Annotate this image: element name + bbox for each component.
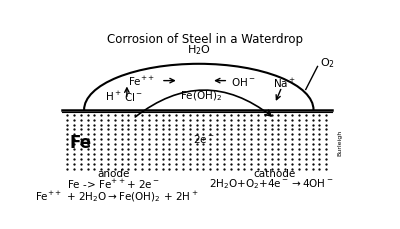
Text: OH$^-$: OH$^-$ <box>231 75 256 87</box>
Text: H$_2$O: H$_2$O <box>187 43 211 56</box>
Text: Fe -> Fe$^{++}$+ 2e$^-$: Fe -> Fe$^{++}$+ 2e$^-$ <box>67 177 160 190</box>
Text: Fe$^{++}$: Fe$^{++}$ <box>128 75 155 88</box>
Text: 2e$^-$: 2e$^-$ <box>192 133 214 144</box>
Text: H$^+$: H$^+$ <box>105 90 122 103</box>
Text: Cl$^-$: Cl$^-$ <box>124 90 143 102</box>
Text: O$_2$: O$_2$ <box>320 56 335 70</box>
Text: Fe(OH)$_2$: Fe(OH)$_2$ <box>180 90 222 103</box>
Bar <box>62 110 332 174</box>
Text: 2H$_2$O+O$_2$+4e$^-$$\rightarrow$4OH$^-$: 2H$_2$O+O$_2$+4e$^-$$\rightarrow$4OH$^-$ <box>209 177 334 190</box>
Text: Corrosion of Steel in a Waterdrop: Corrosion of Steel in a Waterdrop <box>107 33 303 46</box>
Text: cathode: cathode <box>254 168 296 178</box>
Text: Fe: Fe <box>70 133 92 151</box>
Text: Na$^+$: Na$^+$ <box>272 76 296 90</box>
Text: anode: anode <box>97 168 130 178</box>
Text: Burleigh: Burleigh <box>337 129 342 155</box>
Bar <box>50 110 360 204</box>
Text: Fe$^{++}$ + 2H$_2$O$\rightarrow$Fe(OH)$_2$ + 2H$^+$: Fe$^{++}$ + 2H$_2$O$\rightarrow$Fe(OH)$_… <box>35 188 198 203</box>
